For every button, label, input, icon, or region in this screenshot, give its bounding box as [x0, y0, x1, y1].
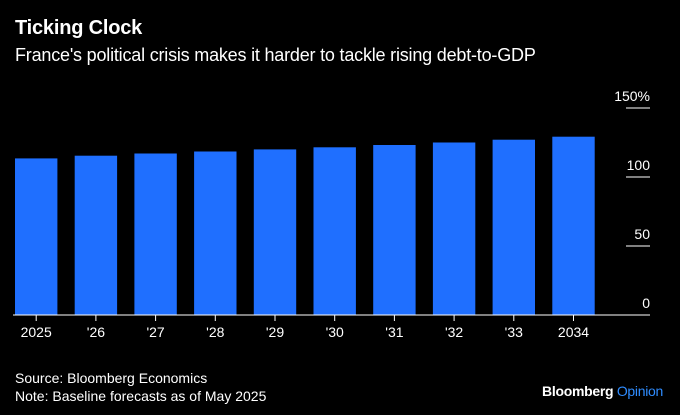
bar-1 — [74, 155, 118, 315]
x-tick-label-6: '31 — [385, 324, 403, 340]
bar-5 — [313, 147, 356, 315]
source-text: Source: Bloomberg Economics — [15, 370, 208, 386]
y-tick-label-3: 150% — [614, 88, 650, 104]
bar-6 — [373, 145, 416, 315]
bar-3 — [194, 151, 237, 315]
x-tick-label-3: '28 — [206, 324, 224, 340]
bar-4 — [253, 149, 297, 315]
chart-subtitle: France's political crisis makes it harde… — [15, 45, 536, 65]
bar-2 — [134, 153, 177, 315]
chart-title: Ticking Clock — [15, 17, 143, 39]
x-tick-label-9: 2034 — [558, 324, 589, 340]
x-tick-label-7: '32 — [445, 324, 463, 340]
x-tick-label-5: '30 — [326, 324, 344, 340]
bloomberg-opinion-logo: Bloomberg Opinion — [542, 383, 663, 399]
y-tick-label-2: 100 — [627, 157, 651, 173]
bar-8 — [492, 139, 535, 315]
y-tick-label-0: 0 — [642, 295, 650, 311]
x-tick-label-0: 2025 — [21, 324, 52, 340]
bar-chart: 2025 '26 '27 '28 '29 '30 '31 '32 '33 2034 0 50 100 15… — [13, 88, 651, 340]
bar-0 — [15, 158, 58, 315]
x-tick-label-2: '27 — [146, 324, 164, 340]
bar-7 — [432, 142, 476, 315]
x-tick-label-8: '33 — [505, 324, 523, 340]
x-tick-label-1: '26 — [87, 324, 105, 340]
bar-9 — [552, 136, 595, 315]
brand-sub: Opinion — [616, 383, 663, 399]
source-note: Source: Bloomberg Economics Note: Baseli… — [15, 369, 266, 405]
y-tick-label-1: 50 — [634, 226, 650, 242]
x-tick-label-4: '29 — [266, 324, 284, 340]
note-text: Note: Baseline forecasts as of May 2025 — [15, 388, 267, 404]
brand-main: Bloomberg — [542, 383, 614, 399]
